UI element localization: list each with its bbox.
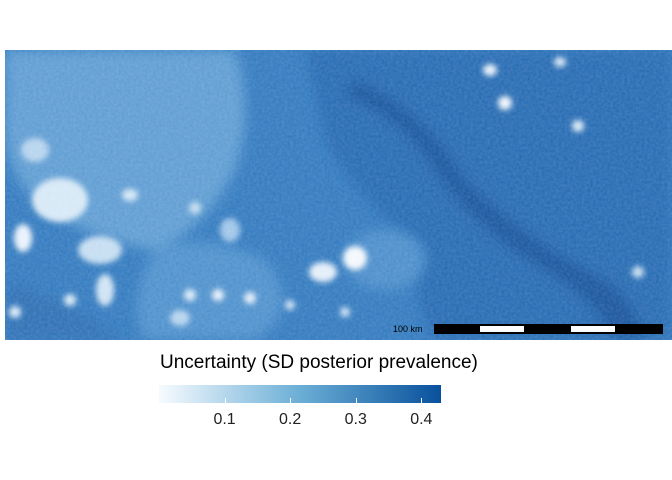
legend-tick-mark <box>355 398 357 403</box>
scale-bar-segment <box>571 326 615 332</box>
uncertainty-map <box>5 50 672 340</box>
legend-color-bar <box>159 385 441 403</box>
legend-tick-mark <box>421 398 423 403</box>
scale-bar <box>434 324 663 334</box>
legend-tick-mark <box>224 398 226 403</box>
legend-tick-label: 0.1 <box>213 411 236 428</box>
legend-tick-label: 0.4 <box>410 411 433 428</box>
legend-title: Uncertainty (SD posterior prevalence) <box>160 352 478 373</box>
legend-tick-label: 0.2 <box>279 411 302 428</box>
scale-bar-label: 100 km <box>393 324 423 334</box>
scale-bar-segment <box>480 326 524 332</box>
legend-tick-label: 0.3 <box>344 411 367 428</box>
map-texture <box>5 50 672 340</box>
legend-tick-mark <box>290 398 292 403</box>
